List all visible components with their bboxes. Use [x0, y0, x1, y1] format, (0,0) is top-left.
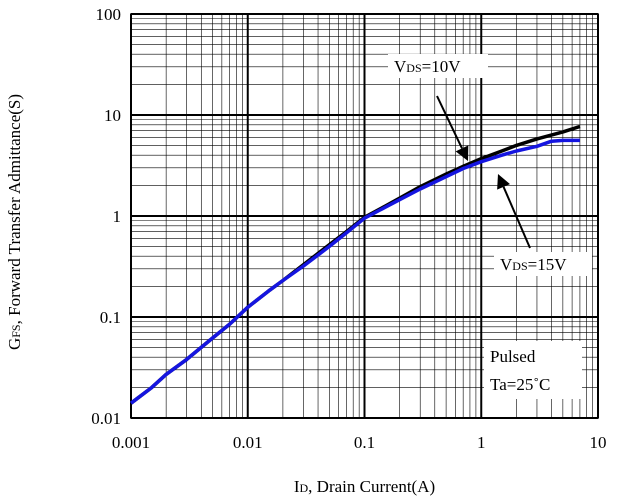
- y-tick-label: 100: [96, 5, 122, 24]
- series-label-10v-text: VDS=10V: [394, 57, 461, 76]
- series-15v-pointer-arrow: [502, 186, 531, 249]
- series-10v-arrowhead: [455, 145, 469, 161]
- conditions-annotation-background: [484, 341, 582, 399]
- series-layer: [129, 124, 581, 405]
- tick-labels: 0.001 0.01 0.1 1 10 0.01 0.1 1 10 100: [91, 5, 606, 452]
- annotation-temperature: Ta=25˚C: [490, 375, 550, 394]
- series-label-15v-background: [494, 252, 592, 276]
- x-tick-label: 0.001: [112, 433, 150, 452]
- series-label-10v-background: [388, 54, 488, 78]
- series-label-15v: VDS=15V: [494, 252, 592, 276]
- x-tick-label: 0.1: [354, 433, 375, 452]
- series-15v-arrowhead: [497, 174, 510, 190]
- y-tick-label: 1: [113, 207, 122, 226]
- series-label-10v: VDS=10V: [388, 54, 488, 78]
- series-10v-pointer-arrow: [436, 95, 463, 149]
- plot-area-frame: [130, 13, 599, 419]
- y-tick-label: 0.01: [91, 409, 121, 428]
- series-label-15v-text: VDS=15V: [500, 255, 567, 274]
- y-tick-label: 0.1: [100, 308, 121, 327]
- x-axis-label: ID, Drain Current(A): [294, 477, 435, 496]
- y-tick-label: 10: [104, 106, 121, 125]
- y-axis-label: GFS, Forward Transfer Admittance(S): [5, 94, 24, 350]
- conditions-annotation: Pulsed Ta=25˚C: [484, 341, 582, 399]
- x-tick-label: 0.01: [233, 433, 263, 452]
- series-15v-line: [129, 138, 580, 405]
- x-tick-label: 1: [477, 433, 486, 452]
- x-tick-label: 10: [590, 433, 607, 452]
- annotation-pulsed: Pulsed: [490, 347, 536, 366]
